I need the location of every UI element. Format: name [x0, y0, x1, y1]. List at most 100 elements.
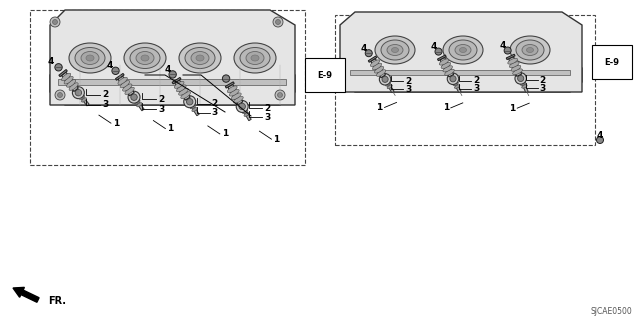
Circle shape [278, 92, 282, 98]
Text: 3: 3 [264, 113, 271, 122]
Ellipse shape [120, 81, 130, 88]
Polygon shape [438, 55, 446, 61]
Circle shape [275, 90, 285, 100]
Text: 1: 1 [509, 104, 515, 113]
Polygon shape [59, 69, 67, 77]
Ellipse shape [455, 44, 471, 55]
Circle shape [186, 99, 193, 105]
Polygon shape [172, 77, 181, 84]
Bar [30, 10, 305, 165]
Ellipse shape [232, 93, 241, 100]
Ellipse shape [246, 52, 264, 65]
Text: 4: 4 [597, 131, 603, 140]
Polygon shape [225, 82, 234, 88]
Text: 1: 1 [273, 135, 280, 144]
Polygon shape [506, 54, 515, 60]
Circle shape [52, 20, 58, 25]
Ellipse shape [374, 67, 384, 73]
Ellipse shape [67, 80, 76, 87]
Polygon shape [228, 84, 243, 105]
Polygon shape [340, 58, 582, 92]
Polygon shape [385, 81, 394, 93]
Bar [335, 15, 595, 145]
Ellipse shape [79, 95, 84, 100]
Ellipse shape [508, 58, 518, 64]
Text: 4: 4 [499, 41, 506, 50]
FancyArrow shape [295, 72, 321, 78]
Ellipse shape [234, 43, 276, 73]
Text: 3: 3 [473, 84, 479, 93]
Polygon shape [190, 103, 199, 116]
Ellipse shape [191, 52, 209, 65]
Text: 2: 2 [473, 76, 479, 85]
Circle shape [365, 50, 372, 57]
Text: 2: 2 [212, 99, 218, 108]
Circle shape [58, 92, 63, 98]
Text: 3: 3 [158, 105, 164, 114]
Ellipse shape [375, 36, 415, 64]
Polygon shape [115, 74, 124, 80]
Circle shape [435, 48, 442, 55]
Ellipse shape [179, 88, 188, 95]
Ellipse shape [509, 62, 519, 68]
Ellipse shape [130, 47, 160, 68]
Circle shape [239, 103, 245, 110]
FancyArrow shape [582, 59, 608, 65]
Polygon shape [509, 57, 522, 76]
Text: 4: 4 [430, 42, 436, 51]
Circle shape [128, 91, 140, 103]
Circle shape [55, 64, 62, 71]
Polygon shape [134, 99, 144, 111]
Ellipse shape [190, 105, 196, 109]
Circle shape [112, 67, 119, 75]
Text: 3: 3 [102, 100, 109, 109]
Polygon shape [50, 10, 295, 105]
Polygon shape [340, 12, 582, 92]
Text: E-9: E-9 [604, 58, 619, 67]
Circle shape [50, 17, 60, 27]
Ellipse shape [69, 83, 78, 91]
Ellipse shape [227, 86, 237, 92]
Polygon shape [243, 108, 251, 121]
Ellipse shape [81, 98, 86, 102]
Text: 1: 1 [442, 103, 449, 112]
Ellipse shape [61, 73, 70, 81]
Circle shape [55, 90, 65, 100]
Ellipse shape [443, 36, 483, 64]
Polygon shape [520, 80, 528, 92]
Ellipse shape [124, 43, 166, 73]
Circle shape [131, 94, 137, 100]
Text: E-9: E-9 [317, 70, 332, 79]
Circle shape [447, 73, 459, 84]
Ellipse shape [385, 82, 390, 86]
Ellipse shape [229, 89, 239, 96]
Text: 4: 4 [106, 61, 113, 70]
Circle shape [380, 74, 391, 85]
Circle shape [273, 17, 283, 27]
Text: 1: 1 [376, 103, 383, 112]
Bar [350, 70, 570, 75]
Ellipse shape [392, 47, 399, 52]
Ellipse shape [387, 85, 392, 89]
Circle shape [450, 76, 456, 82]
Ellipse shape [445, 69, 454, 76]
Ellipse shape [177, 85, 186, 92]
Circle shape [275, 20, 280, 25]
Text: 2: 2 [405, 77, 412, 86]
Polygon shape [453, 81, 461, 92]
Ellipse shape [240, 47, 270, 68]
Ellipse shape [196, 55, 204, 61]
Ellipse shape [244, 113, 250, 116]
Ellipse shape [75, 47, 105, 68]
Circle shape [72, 87, 84, 99]
Circle shape [236, 100, 248, 112]
Ellipse shape [136, 52, 154, 65]
Circle shape [169, 71, 177, 78]
Polygon shape [175, 80, 190, 100]
Ellipse shape [192, 108, 197, 112]
Text: 1: 1 [222, 129, 228, 139]
Ellipse shape [135, 100, 140, 104]
Ellipse shape [387, 44, 403, 55]
Ellipse shape [251, 55, 259, 61]
Ellipse shape [443, 66, 452, 72]
